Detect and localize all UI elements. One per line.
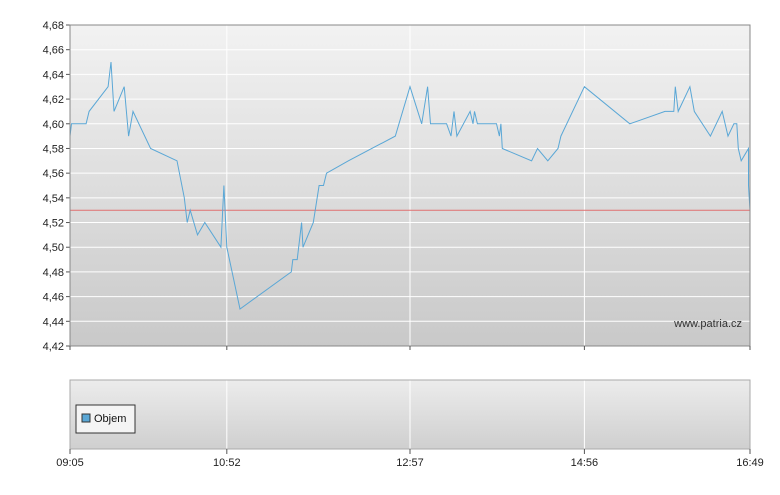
y-tick-label: 4,46 <box>43 292 64 304</box>
legend-swatch <box>81 413 91 423</box>
y-tick-label: 4,56 <box>43 168 64 180</box>
y-tick-label: 4,44 <box>43 316 64 328</box>
x-tick-label: 12:57 <box>396 457 424 469</box>
y-tick-label: 4,60 <box>43 119 64 131</box>
price-panel: 4,42 4,44 4,46 4,48 4,50 4,52 4,54 4,56 4,58 4,60… <box>43 20 751 353</box>
watermark-text: www.patria.cz <box>673 318 742 330</box>
price-y-axis: 4,42 4,44 4,46 4,48 4,50 4,52 4,54 4,56 4,58 4,60… <box>43 20 70 353</box>
y-tick-label: 4,62 <box>43 94 64 106</box>
y-tick-label: 4,48 <box>43 267 64 279</box>
y-tick-label: 4,58 <box>43 143 64 155</box>
y-tick-label: 4,68 <box>43 20 64 32</box>
volume-panel: Objem <box>69 379 751 450</box>
legend-label-objem: Objem <box>94 413 126 425</box>
x-tick-label: 10:52 <box>213 457 241 469</box>
y-tick-label: 4,54 <box>43 193 64 205</box>
y-tick-label: 4,52 <box>43 218 64 230</box>
price-series-line <box>69 61 751 310</box>
legend: Objem <box>75 404 136 434</box>
y-tick-label: 4,66 <box>43 45 64 57</box>
x-tick-label: 16:49 <box>736 457 764 469</box>
x-tick-label: 09:05 <box>56 457 84 469</box>
y-tick-label: 4,64 <box>43 69 64 81</box>
x-axis: 09:05 10:52 12:57 14:56 16:49 <box>56 346 764 469</box>
y-tick-label: 4,42 <box>43 341 64 353</box>
x-tick-label: 14:56 <box>571 457 599 469</box>
y-tick-label: 4,50 <box>43 242 64 254</box>
